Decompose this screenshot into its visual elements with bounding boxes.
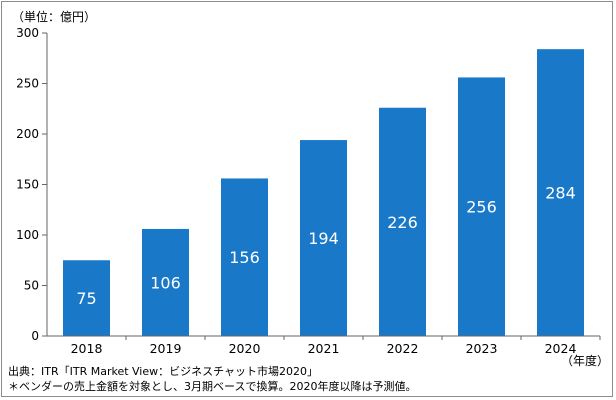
x-tick-label: 2018 (71, 341, 103, 356)
y-axis-ticks: 0 50 100 150 200 250 300 (16, 26, 47, 343)
y-tick-label: 200 (16, 127, 39, 141)
x-tick-label: 2021 (308, 341, 340, 356)
bars: 75 106 156 194 226 256 284 (63, 49, 584, 337)
data-label-2024: 284 (545, 184, 576, 203)
x-axis-ticks: 2018 2019 2020 2021 2022 2023 2024 (71, 336, 601, 356)
bar-2023 (458, 77, 505, 336)
y-tick-label: 150 (16, 178, 39, 192)
data-label-2023: 256 (466, 198, 497, 217)
unit-label: （単位：億円） (12, 9, 96, 24)
x-tick-label: 2023 (466, 341, 498, 356)
data-label-2021: 194 (308, 229, 339, 248)
x-tick-label: 2024 (545, 341, 577, 356)
bar-2022 (379, 107, 426, 337)
y-tick-label: 0 (31, 329, 39, 343)
x-unit-label: （年度） (561, 353, 609, 368)
bar-2021 (300, 140, 347, 336)
data-label-2018: 75 (76, 289, 96, 308)
x-tick-label: 2020 (229, 341, 261, 356)
source-note: 出典：ITR「ITR Market View：ビジネスチャット市場2020」 (8, 364, 318, 378)
bar-2019 (142, 228, 189, 336)
y-tick-label: 100 (16, 228, 39, 242)
data-label-2022: 226 (387, 213, 418, 232)
y-tick-label: 50 (24, 279, 39, 293)
y-tick-label: 250 (16, 77, 39, 91)
data-label-2019: 106 (150, 273, 181, 292)
y-tick-label: 300 (16, 26, 39, 40)
bar-2018 (63, 260, 110, 336)
x-tick-label: 2019 (150, 341, 182, 356)
x-tick-label: 2022 (387, 341, 419, 356)
bar-2020 (221, 178, 268, 336)
bar-2024 (537, 49, 584, 336)
data-label-2020: 156 (229, 248, 260, 267)
footnote: ＊ベンダーの売上金額を対象とし、3月期ベースで換算。2020年度以降は予測値。 (8, 379, 416, 393)
